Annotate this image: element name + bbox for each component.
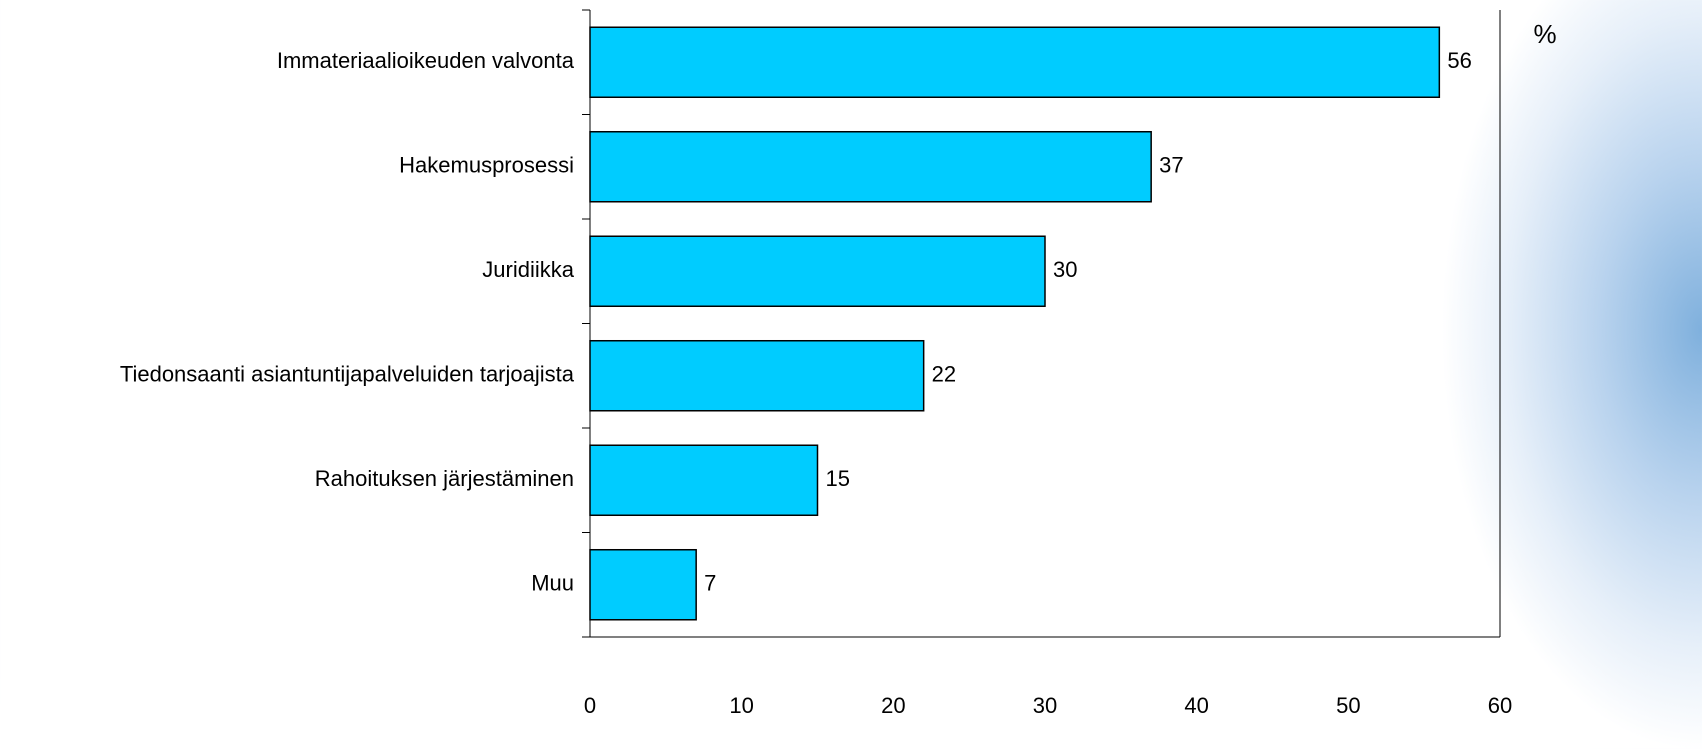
y-tick-label: Tiedonsaanti asiantuntijapalveluiden tar… xyxy=(120,362,575,387)
bar xyxy=(589,130,1152,203)
bar xyxy=(589,26,1441,99)
x-tick-label: 20 xyxy=(881,693,905,718)
x-tick-label: 60 xyxy=(1488,693,1512,718)
value-label: 56 xyxy=(1447,48,1471,73)
y-tick-label: Muu xyxy=(531,571,574,596)
value-label: 37 xyxy=(1159,153,1183,178)
y-tick-label: Immateriaalioikeuden valvonta xyxy=(277,48,575,73)
y-tick-label: Rahoituksen järjestäminen xyxy=(315,466,574,491)
bar xyxy=(589,339,925,412)
x-tick-label: 0 xyxy=(584,693,596,718)
value-label: 30 xyxy=(1053,257,1077,282)
bar xyxy=(589,235,1046,308)
y-tick-label: Hakemusprosessi xyxy=(399,153,574,178)
x-tick-label: 40 xyxy=(1184,693,1208,718)
bar xyxy=(589,444,819,517)
x-tick-label: 30 xyxy=(1033,693,1057,718)
value-label: 15 xyxy=(826,466,850,491)
y-tick-label: Juridiikka xyxy=(482,257,574,282)
axis-unit: % xyxy=(1533,19,1556,49)
bar xyxy=(589,548,697,621)
value-label: 22 xyxy=(932,362,956,387)
x-tick-label: 10 xyxy=(729,693,753,718)
value-label: 7 xyxy=(704,571,716,596)
x-tick-label: 50 xyxy=(1336,693,1360,718)
